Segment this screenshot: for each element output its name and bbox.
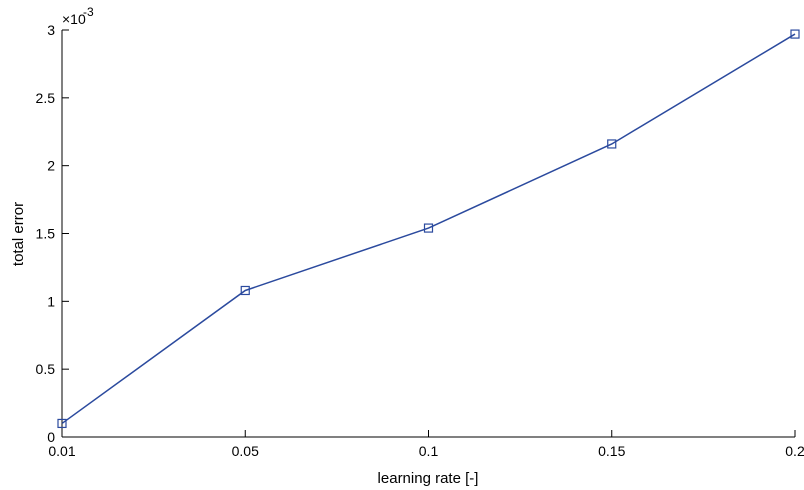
y-tick-label: 2 xyxy=(47,158,55,174)
y-tick-label: 0 xyxy=(47,429,55,445)
y-tick-label: 3 xyxy=(47,22,55,38)
y-tick-label: 0.5 xyxy=(36,361,56,377)
y-multiplier-label: ×10 xyxy=(62,11,86,27)
y-tick-label: 1.5 xyxy=(36,226,56,242)
x-tick-label: 0.15 xyxy=(598,443,625,459)
y-ticks: 0 0.5 1 1.5 2 2.5 3 xyxy=(36,22,69,445)
x-axis-title: learning rate [-] xyxy=(378,470,479,487)
data-point-marker xyxy=(790,29,800,39)
data-point-marker xyxy=(423,223,434,233)
plot-area xyxy=(62,30,795,437)
x-tick-label: 0.05 xyxy=(232,443,259,459)
data-point-marker xyxy=(57,418,67,429)
y-tick-label: 2.5 xyxy=(36,90,56,106)
y-axis-title: total error xyxy=(10,202,27,266)
x-ticks: 0.01 0.05 0.1 0.15 0.2 xyxy=(48,430,804,459)
y-tick-label: 1 xyxy=(47,293,55,309)
data-point-marker xyxy=(607,139,617,149)
x-tick-label: 0.2 xyxy=(785,443,804,459)
series-line xyxy=(61,33,796,425)
x-tick-label: 0.1 xyxy=(419,443,439,459)
x-tick-label: 0.01 xyxy=(48,443,75,459)
y-multiplier-exponent: -3 xyxy=(83,5,94,19)
data-point-marker xyxy=(240,285,250,296)
series-layer xyxy=(57,29,800,429)
